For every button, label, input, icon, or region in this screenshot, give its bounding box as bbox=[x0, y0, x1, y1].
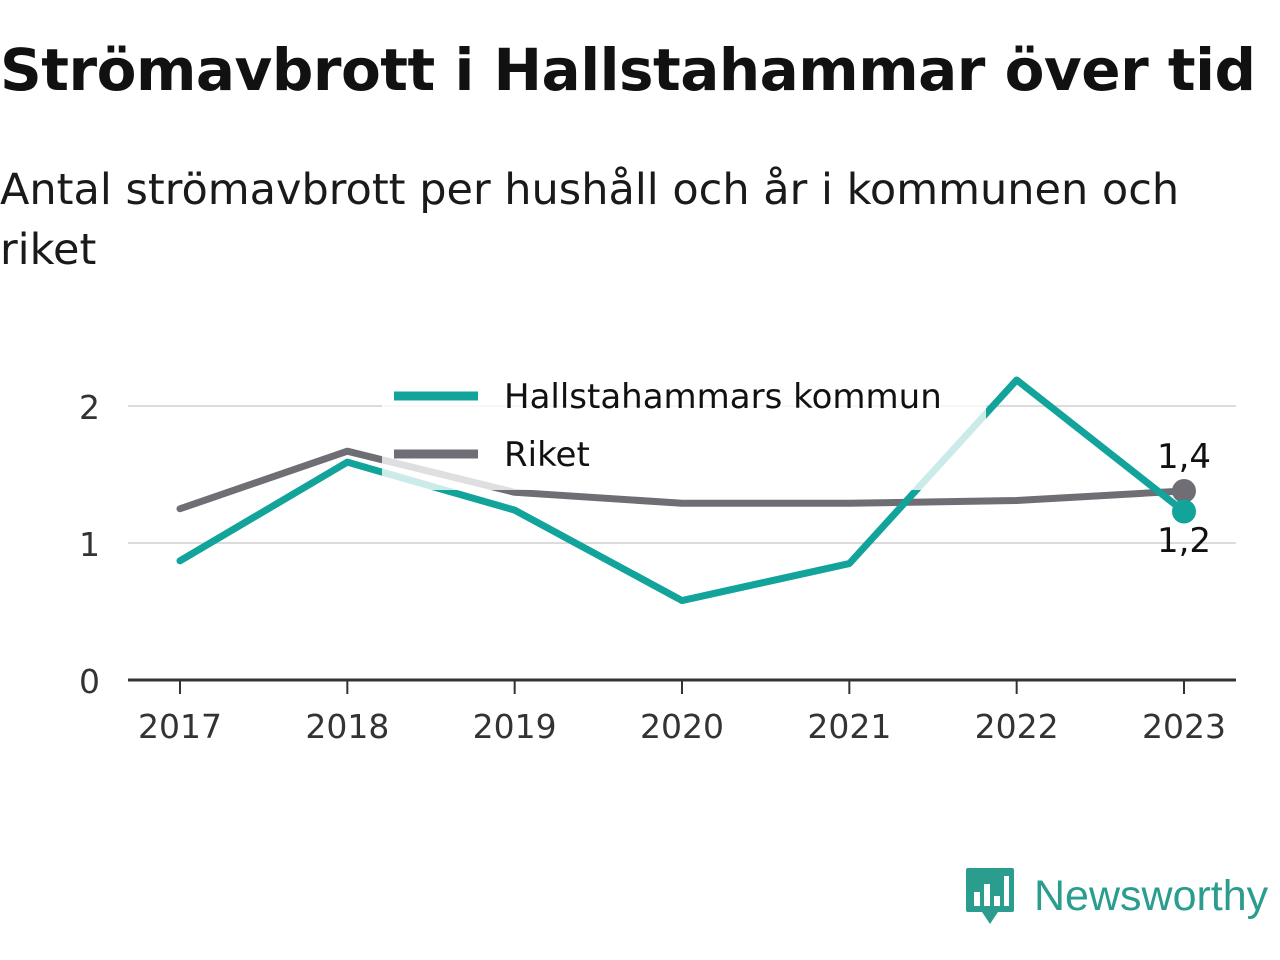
chart-subtitle: Antal strömavbrott per hushåll och år i … bbox=[0, 165, 1180, 275]
legend: Hallstahammars kommun Riket bbox=[382, 366, 986, 490]
series-line-hallstahammar bbox=[176, 376, 1188, 605]
end-point-hallstahammar bbox=[1172, 499, 1196, 524]
x-tick-label: 2018 bbox=[305, 707, 389, 746]
end-point-riket bbox=[1172, 478, 1196, 503]
y-tick-label: 0 bbox=[79, 662, 100, 701]
y-axis-ticks: 0 1 2 bbox=[79, 388, 100, 701]
x-tick-label: 2017 bbox=[138, 707, 222, 746]
brand-name: Newsworthy bbox=[1034, 871, 1269, 920]
x-axis-ticks: 2017 2018 2019 2020 2021 2022 2023 bbox=[138, 680, 1226, 746]
end-labels: 1,4 1,2 bbox=[1157, 437, 1211, 561]
x-tick-label: 2022 bbox=[975, 707, 1059, 746]
legend-label: Riket bbox=[504, 435, 590, 475]
x-tick-label: 2021 bbox=[807, 707, 891, 746]
brand-logo: Newsworthy bbox=[964, 864, 1268, 928]
series-lines bbox=[176, 376, 1196, 605]
bar-chart-speech-bubble-icon bbox=[966, 868, 1014, 924]
x-tick-label: 2019 bbox=[473, 707, 557, 746]
x-tick-label: 2020 bbox=[640, 707, 724, 746]
legend-label: Hallstahammars kommun bbox=[504, 377, 942, 417]
legend-background bbox=[382, 366, 986, 490]
y-tick-label: 2 bbox=[79, 388, 100, 427]
end-label-riket: 1,4 bbox=[1157, 437, 1211, 477]
chart-title: Strömavbrott i Hallstahammar över tid bbox=[0, 36, 1256, 104]
y-tick-label: 1 bbox=[79, 525, 100, 564]
series-line-riket bbox=[176, 447, 1188, 513]
end-label-hallstahammar: 1,2 bbox=[1157, 521, 1211, 561]
x-tick-label: 2023 bbox=[1142, 707, 1226, 746]
